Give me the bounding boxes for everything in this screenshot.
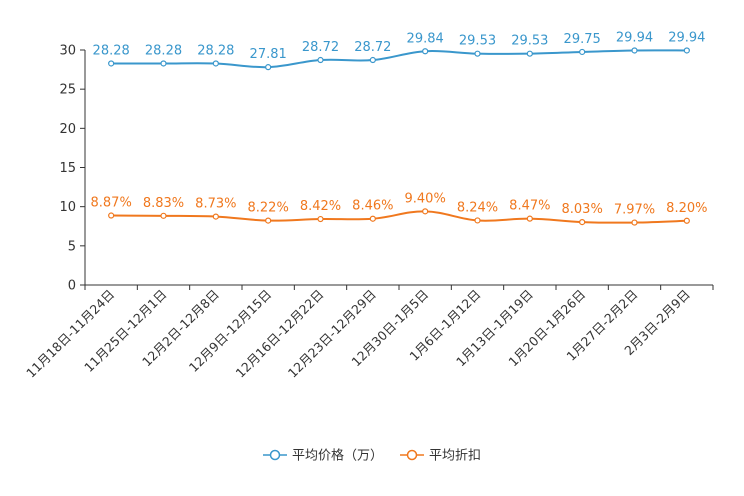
data-label: 29.84: [407, 31, 444, 46]
data-label: 9.40%: [405, 191, 446, 206]
data-label: 8.20%: [666, 201, 707, 216]
y-tick-label: 30: [59, 44, 76, 59]
legend-item-0[interactable]: 平均价格（万）: [263, 448, 383, 464]
data-point: [317, 56, 324, 64]
y-tick-label: 5: [68, 239, 76, 254]
x-tick-label: 12月16日-12月22日: [232, 287, 326, 381]
data-point: [579, 48, 586, 56]
data-point: [526, 50, 533, 57]
data-label: 28.72: [354, 40, 391, 55]
y-tick-label: 10: [59, 200, 76, 215]
data-point: [683, 217, 690, 224]
data-point: [108, 212, 115, 219]
data-label: 29.75: [564, 32, 601, 47]
legend-label: 平均价格（万）: [292, 448, 383, 464]
data-point: [265, 217, 272, 224]
data-label: 8.87%: [91, 196, 132, 211]
data-point: [369, 56, 376, 64]
data-point: [265, 64, 272, 71]
chart-legend[interactable]: 平均价格（万） 平均折扣: [263, 448, 481, 464]
data-label: 8.46%: [352, 199, 393, 214]
data-label: 8.47%: [509, 199, 550, 214]
data-point: [579, 218, 586, 226]
data-label: 27.81: [250, 47, 287, 62]
data-point: [160, 212, 167, 219]
x-tick-label: 12月23日-12月29日: [285, 287, 379, 381]
data-point: [212, 60, 219, 67]
data-label: 29.94: [616, 30, 653, 45]
data-point: [683, 47, 690, 54]
data-point: [212, 213, 219, 220]
data-label: 29.53: [511, 34, 548, 49]
data-point: [474, 217, 481, 224]
data-point: [317, 215, 324, 223]
y-tick-label: 15: [59, 161, 76, 176]
series-line: [111, 49, 687, 69]
data-point: [631, 219, 638, 226]
data-point: [631, 47, 638, 54]
data-label: 8.83%: [143, 196, 184, 211]
legend-marker-icon: [269, 449, 281, 461]
data-label: 29.53: [459, 34, 496, 49]
data-point: [422, 208, 429, 215]
data-label: 8.73%: [195, 197, 236, 212]
y-tick-label: 0: [68, 279, 76, 294]
data-label: 8.03%: [562, 202, 603, 217]
data-point: [160, 60, 167, 67]
data-label: 29.94: [668, 30, 705, 45]
data-label: 8.22%: [248, 201, 289, 216]
series-1: 8.87% 8.83% 8.73% 8.22% 8.42% 8.46% 9.40% 8.24%…: [91, 191, 707, 226]
x-tick-label: 11月18日-11月24日: [23, 287, 117, 381]
legend-label: 平均折扣: [429, 449, 481, 464]
data-label: 28.28: [197, 43, 234, 58]
data-label: 8.42%: [300, 199, 341, 214]
data-label: 28.28: [145, 43, 182, 58]
data-point: [474, 50, 481, 57]
data-label: 28.72: [302, 40, 339, 55]
data-point: [108, 60, 115, 67]
series-line: [111, 210, 687, 224]
data-label: 8.24%: [457, 200, 498, 215]
series-layer: 28.28 28.28 28.28 27.81 28.72 28.72 29.84 29.53…: [91, 30, 707, 226]
y-tick-label: 25: [59, 83, 76, 98]
data-point: [369, 215, 376, 222]
series-0: 28.28 28.28 28.28 27.81 28.72 28.72 29.84 29.53…: [93, 30, 705, 71]
data-point: [526, 215, 533, 222]
y-tick-label: 20: [59, 122, 76, 137]
legend-item-1[interactable]: 平均折扣: [400, 449, 481, 464]
legend-marker-icon: [406, 449, 418, 461]
data-label: 7.97%: [614, 203, 655, 218]
data-point: [422, 48, 429, 55]
data-label: 28.28: [93, 43, 130, 58]
